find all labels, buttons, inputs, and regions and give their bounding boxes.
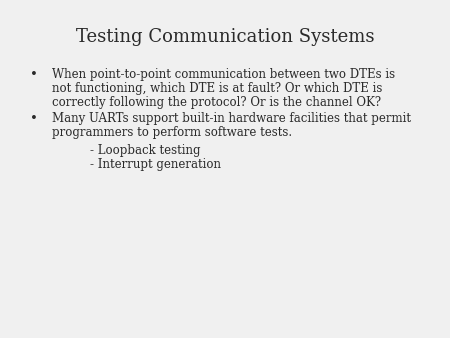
- Text: not functioning, which DTE is at fault? Or which DTE is: not functioning, which DTE is at fault? …: [52, 82, 382, 95]
- Text: - Loopback testing: - Loopback testing: [90, 144, 201, 157]
- Text: correctly following the protocol? Or is the channel OK?: correctly following the protocol? Or is …: [52, 96, 381, 109]
- Text: - Interrupt generation: - Interrupt generation: [90, 158, 221, 171]
- Text: Many UARTs support built-in hardware facilities that permit: Many UARTs support built-in hardware fac…: [52, 112, 411, 125]
- Text: When point-to-point communication between two DTEs is: When point-to-point communication betwee…: [52, 68, 395, 81]
- Text: •: •: [30, 112, 38, 125]
- Text: Testing Communication Systems: Testing Communication Systems: [76, 28, 374, 46]
- Text: •: •: [30, 68, 38, 81]
- Text: programmers to perform software tests.: programmers to perform software tests.: [52, 126, 292, 139]
